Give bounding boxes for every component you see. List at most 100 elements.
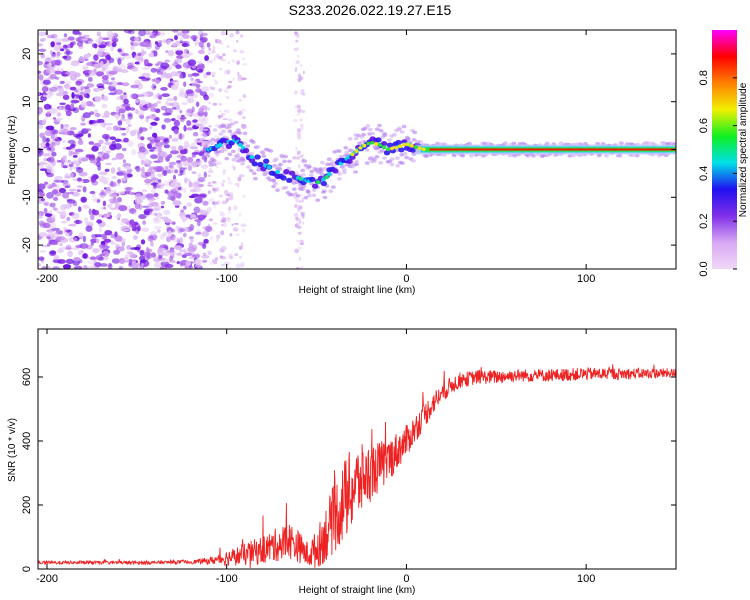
spectrogram-noise-blob	[197, 49, 205, 55]
spectrogram-noise-blob	[65, 233, 70, 237]
spectrogram-noise-blob	[90, 123, 99, 127]
spectrogram-noise-blob	[55, 179, 65, 183]
spectrogram-noise-blob	[91, 248, 100, 254]
spectrogram-noise-blob	[155, 63, 160, 66]
spectrogram-ridge-halo	[311, 193, 317, 198]
spectrogram-ridge-halo	[282, 159, 287, 164]
spectrogram-noise-blob	[135, 165, 141, 172]
spectrogram-noise-blob	[164, 138, 169, 142]
spectrogram-noise-blob	[63, 227, 67, 232]
spectrogram-noise-blob	[127, 113, 133, 120]
spectrogram-noise-blob	[104, 141, 113, 146]
spectrogram-ridge-halo	[367, 127, 373, 132]
spectrogram-noise-blob	[140, 263, 145, 266]
spectrogram-noise-blob	[201, 38, 207, 43]
spectrogram-noise-blob	[198, 194, 207, 199]
spectrogram-noise-blob	[186, 97, 195, 104]
spectrogram-ridge-halo	[272, 164, 277, 168]
spectrogram-noise-blob	[148, 211, 157, 216]
spectrogram-noise-blob	[295, 197, 300, 202]
spectrogram-noise-blob	[177, 186, 182, 191]
spectrogram-noise-blob	[150, 67, 157, 73]
spectrogram-noise-blob	[67, 250, 73, 258]
spectrogram-noise-blob	[123, 137, 129, 143]
spectrogram-ridge-halo	[222, 147, 228, 152]
spectrogram-noise-blob	[227, 192, 234, 198]
spectrogram-noise-blob	[113, 143, 122, 150]
spectrogram-noise-blob	[99, 122, 104, 127]
spectrogram-noise-blob	[163, 209, 171, 216]
spectrogram-noise-blob	[188, 195, 196, 199]
spectrogram-noise-blob	[101, 75, 109, 80]
spectrogram-noise-blob	[197, 214, 206, 221]
spectrogram-noise-blob	[60, 123, 64, 129]
spectrogram-noise-blob	[202, 117, 209, 120]
spectrogram-ridge-halo	[331, 163, 337, 167]
spectrogram-noise-blob	[77, 177, 82, 182]
spectrogram-noise-blob	[62, 191, 70, 199]
spectrogram-noise-blob	[178, 173, 183, 177]
spectrogram-ridge-halo	[361, 132, 366, 137]
spectrogram-noise-blob	[108, 92, 117, 96]
spectrogram-noise-blob	[295, 39, 299, 43]
spectrogram-noise-blob	[219, 212, 225, 217]
spectrogram-noise-blob	[120, 228, 130, 232]
spectrogram-noise-blob	[138, 30, 146, 37]
spectrogram-noise-blob	[84, 217, 89, 224]
spectrogram-noise-blob	[95, 161, 102, 168]
spectrogram-noise-blob	[223, 222, 227, 228]
spectrogram-noise-blob	[155, 142, 160, 147]
spectrogram-noise-blob	[241, 242, 244, 247]
spectrogram-ridge-halo	[405, 137, 411, 141]
spectrogram-noise-blob	[73, 235, 80, 242]
spectrogram-noise-blob	[172, 42, 177, 47]
spectrogram-noise-blob	[158, 40, 163, 44]
spectrogram-ridge-core	[257, 161, 264, 168]
spectrogram-noise-blob	[187, 59, 197, 66]
spectrogram-noise-blob	[229, 256, 234, 260]
spectrogram-noise-blob	[69, 166, 73, 171]
spectrogram-noise-blob	[87, 76, 93, 82]
spectrogram-noise-blob	[300, 265, 304, 269]
spectrogram-noise-blob	[137, 52, 142, 57]
spectrogram-noise-blob	[126, 251, 134, 255]
spectrogram-noise-blob	[153, 204, 162, 211]
spectrogram-ridge-bright	[401, 142, 406, 147]
spectrogram-noise-blob	[161, 93, 170, 97]
spectrogram-noise-blob	[119, 258, 126, 264]
spectrogram-noise-blob	[117, 197, 122, 203]
spectrogram-ridge-halo	[278, 162, 283, 167]
spectrogram-noise-blob	[65, 185, 71, 188]
spectrogram-noise-blob	[172, 30, 179, 33]
spectrogram-noise-blob	[125, 106, 131, 111]
spectrogram-noise-blob	[114, 111, 120, 115]
spectrogram-noise-blob	[138, 146, 146, 153]
spectrogram-noise-blob	[142, 67, 151, 70]
spectrogram-noise-blob	[208, 92, 214, 97]
spectrogram-noise-blob	[183, 232, 187, 238]
spectrogram-noise-blob	[82, 112, 91, 119]
spectrogram-noise-blob	[206, 42, 211, 48]
spectrogram-ridge-halo	[251, 171, 257, 176]
spectrogram-noise-blob	[236, 111, 243, 115]
spectrogram-noise-blob	[47, 230, 57, 237]
spectrogram-noise-blob	[53, 138, 60, 142]
colorbar-tick-label: 0.4	[698, 166, 710, 181]
snr-x-ticks: -200 -100 0 100	[36, 329, 595, 585]
spectrogram-noise-blob	[52, 117, 57, 120]
spectrogram-noise-blob	[75, 80, 83, 86]
spectrogram-noise-blob	[109, 193, 118, 198]
spectrogram-noise-blob	[294, 248, 300, 254]
spectrogram-ridge-halo	[248, 168, 254, 173]
spectrogram-noise-blob	[111, 32, 119, 37]
spectrogram-noise-blob	[227, 211, 232, 214]
spectrogram-noise-blob	[183, 187, 187, 194]
spectrogram-noise-blob	[191, 182, 199, 189]
spectrogram-noise-blob	[39, 132, 45, 139]
spectrogram-noise-blob	[121, 132, 127, 136]
spectrogram-noise-blob	[69, 86, 77, 91]
spectrogram-noise-blob	[84, 87, 91, 94]
spectrogram-ridge-halo	[364, 161, 370, 165]
y-tick-label: 400	[21, 432, 33, 450]
spectrogram-noise-blob	[220, 59, 226, 62]
